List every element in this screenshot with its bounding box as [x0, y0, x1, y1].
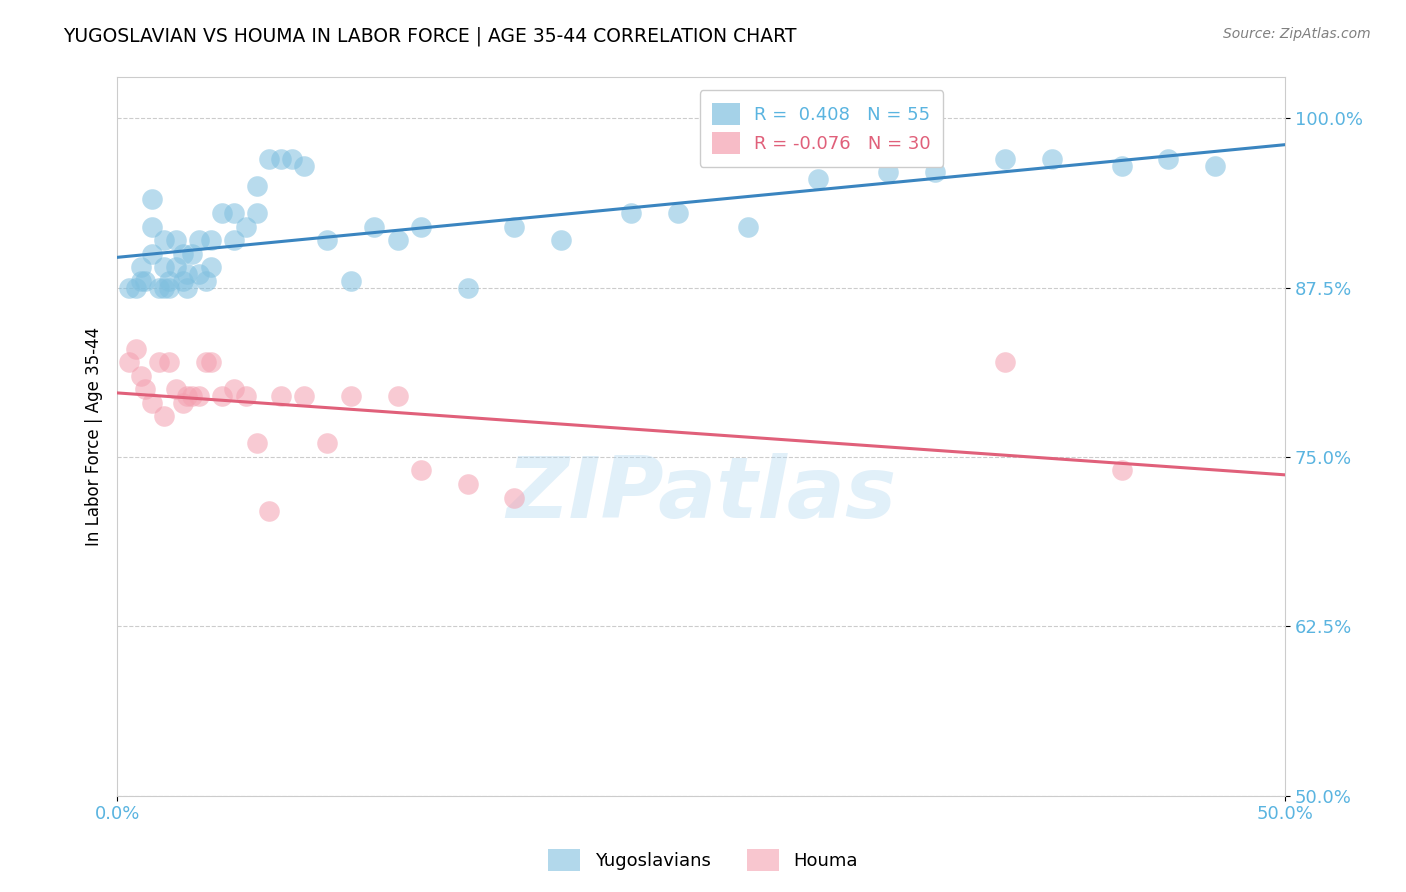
Point — [994, 355, 1017, 369]
Text: ZIPatlas: ZIPatlas — [506, 452, 896, 535]
Point — [141, 219, 163, 234]
Point — [246, 206, 269, 220]
Point — [1111, 159, 1133, 173]
Point — [125, 342, 148, 356]
Point — [181, 246, 204, 260]
Point — [211, 206, 233, 220]
Point — [994, 152, 1017, 166]
Point — [157, 280, 180, 294]
Legend: Yugoslavians, Houma: Yugoslavians, Houma — [540, 842, 866, 879]
Point — [200, 260, 222, 275]
Text: Source: ZipAtlas.com: Source: ZipAtlas.com — [1223, 27, 1371, 41]
Point — [316, 436, 339, 450]
Point — [503, 491, 526, 505]
Point — [172, 246, 194, 260]
Point — [924, 165, 946, 179]
Point — [129, 260, 152, 275]
Point — [550, 233, 572, 247]
Point — [457, 477, 479, 491]
Point — [339, 389, 361, 403]
Point — [176, 389, 198, 403]
Point — [222, 382, 245, 396]
Point — [172, 274, 194, 288]
Point — [457, 280, 479, 294]
Point — [339, 274, 361, 288]
Point — [246, 436, 269, 450]
Point — [181, 389, 204, 403]
Point — [1157, 152, 1180, 166]
Point — [292, 159, 315, 173]
Point — [620, 206, 643, 220]
Point — [118, 355, 141, 369]
Point — [134, 382, 156, 396]
Point — [503, 219, 526, 234]
Point — [172, 395, 194, 409]
Legend: R =  0.408   N = 55, R = -0.076   N = 30: R = 0.408 N = 55, R = -0.076 N = 30 — [700, 90, 943, 167]
Point — [387, 233, 409, 247]
Point — [257, 504, 280, 518]
Point — [141, 395, 163, 409]
Point — [153, 280, 176, 294]
Point — [153, 233, 176, 247]
Point — [194, 274, 217, 288]
Point — [807, 172, 830, 186]
Point — [157, 274, 180, 288]
Point — [737, 219, 759, 234]
Point — [316, 233, 339, 247]
Point — [246, 178, 269, 193]
Point — [153, 409, 176, 424]
Point — [387, 389, 409, 403]
Point — [222, 206, 245, 220]
Point — [148, 280, 170, 294]
Point — [141, 246, 163, 260]
Point — [222, 233, 245, 247]
Point — [153, 260, 176, 275]
Point — [187, 389, 209, 403]
Point — [1111, 463, 1133, 477]
Point — [235, 219, 257, 234]
Point — [194, 355, 217, 369]
Point — [1204, 159, 1226, 173]
Point — [129, 274, 152, 288]
Y-axis label: In Labor Force | Age 35-44: In Labor Force | Age 35-44 — [86, 327, 103, 546]
Point — [118, 280, 141, 294]
Point — [666, 206, 689, 220]
Point — [134, 274, 156, 288]
Point — [187, 233, 209, 247]
Point — [200, 355, 222, 369]
Point — [292, 389, 315, 403]
Point — [176, 267, 198, 281]
Point — [129, 368, 152, 383]
Point — [141, 193, 163, 207]
Point — [148, 355, 170, 369]
Text: YUGOSLAVIAN VS HOUMA IN LABOR FORCE | AGE 35-44 CORRELATION CHART: YUGOSLAVIAN VS HOUMA IN LABOR FORCE | AG… — [63, 27, 797, 46]
Point — [877, 165, 900, 179]
Point — [270, 389, 292, 403]
Point — [281, 152, 304, 166]
Point — [409, 219, 432, 234]
Point — [125, 280, 148, 294]
Point — [165, 260, 187, 275]
Point — [187, 267, 209, 281]
Point — [257, 152, 280, 166]
Point — [165, 233, 187, 247]
Point — [235, 389, 257, 403]
Point — [157, 355, 180, 369]
Point — [176, 280, 198, 294]
Point — [270, 152, 292, 166]
Point — [409, 463, 432, 477]
Point — [1040, 152, 1063, 166]
Point — [200, 233, 222, 247]
Point — [165, 382, 187, 396]
Point — [363, 219, 385, 234]
Point — [211, 389, 233, 403]
